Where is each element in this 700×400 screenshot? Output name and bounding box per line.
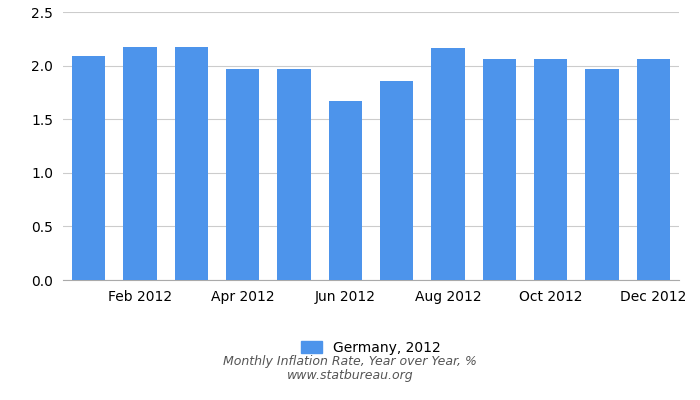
Bar: [534, 59, 567, 280]
Bar: [431, 48, 465, 280]
Bar: [483, 59, 516, 280]
Bar: [585, 69, 619, 280]
Bar: [637, 59, 670, 280]
Legend: Germany, 2012: Germany, 2012: [295, 335, 447, 360]
Bar: [123, 47, 157, 280]
Text: www.statbureau.org: www.statbureau.org: [287, 370, 413, 382]
Bar: [277, 69, 311, 280]
Bar: [72, 56, 105, 280]
Text: Monthly Inflation Rate, Year over Year, %: Monthly Inflation Rate, Year over Year, …: [223, 356, 477, 368]
Bar: [329, 101, 362, 280]
Bar: [380, 81, 413, 280]
Bar: [226, 69, 259, 280]
Bar: [174, 47, 208, 280]
